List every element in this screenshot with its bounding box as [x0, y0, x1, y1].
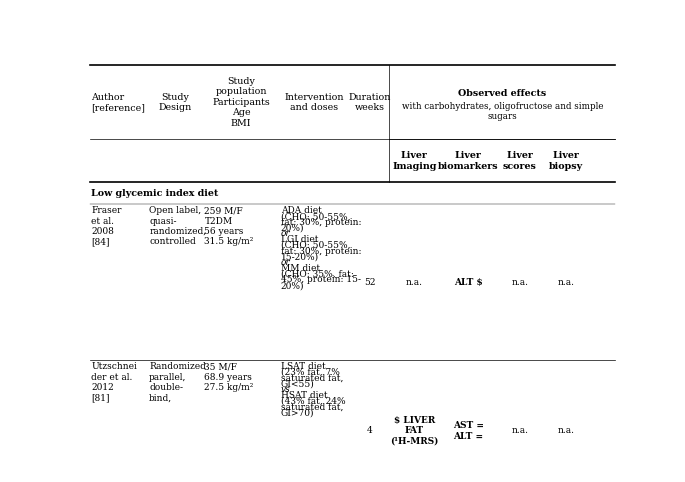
Text: 52: 52 — [364, 278, 375, 287]
Text: Intervention
and doses: Intervention and doses — [285, 93, 345, 112]
Text: Duration
weeks: Duration weeks — [349, 93, 391, 112]
Text: (CHO: 50-55%,: (CHO: 50-55%, — [281, 241, 350, 250]
Text: LGI diet: LGI diet — [281, 235, 318, 244]
Text: ADA diet: ADA diet — [281, 206, 321, 215]
Text: Liver
Imaging: Liver Imaging — [393, 151, 436, 171]
Text: n.a.: n.a. — [512, 427, 529, 435]
Text: 20%): 20%) — [281, 224, 304, 232]
Text: Liver
biopsy: Liver biopsy — [549, 151, 583, 171]
Text: 259 M/F
T2DM
56 years
31.5 kg/m²: 259 M/F T2DM 56 years 31.5 kg/m² — [204, 206, 254, 246]
Text: 45%, protein: 15-: 45%, protein: 15- — [281, 275, 361, 284]
Text: n.a.: n.a. — [558, 427, 574, 435]
Text: 4: 4 — [367, 427, 373, 435]
Text: $ LIVER
FAT
(¹H-MRS): $ LIVER FAT (¹H-MRS) — [390, 416, 438, 446]
Text: MM diet: MM diet — [281, 264, 320, 273]
Text: Study
population
Participants
Age
BMI: Study population Participants Age BMI — [212, 77, 270, 128]
Text: Low glycemic index diet: Low glycemic index diet — [92, 189, 219, 198]
Text: n.a.: n.a. — [512, 278, 529, 287]
Text: Observed effects: Observed effects — [458, 89, 547, 97]
Text: n.a.: n.a. — [406, 278, 423, 287]
Text: (CHO: 50-55%,: (CHO: 50-55%, — [281, 212, 350, 221]
Text: 20%): 20%) — [281, 281, 304, 290]
Text: GI>70): GI>70) — [281, 408, 314, 417]
Text: HSAT diet: HSAT diet — [281, 391, 327, 400]
Text: GI<55): GI<55) — [281, 379, 314, 388]
Text: or: or — [281, 258, 290, 267]
Text: Open label,
quasi-
randomized,
controlled: Open label, quasi- randomized, controlle… — [149, 206, 206, 246]
Text: Liver
scores: Liver scores — [503, 151, 537, 171]
Text: 15-20%): 15-20%) — [281, 252, 319, 261]
Text: (23% fat, 7%: (23% fat, 7% — [281, 368, 340, 377]
Text: with carbohydrates, oligofructose and simple
sugars: with carbohydrates, oligofructose and si… — [401, 102, 603, 121]
Text: Randomized
parallel,
double-
bind,: Randomized parallel, double- bind, — [149, 362, 206, 402]
Text: n.a.: n.a. — [558, 278, 574, 287]
Text: saturated fat,: saturated fat, — [281, 402, 343, 412]
Text: AST =
ALT =: AST = ALT = — [453, 421, 484, 441]
Text: LSAT diet: LSAT diet — [281, 362, 325, 371]
Text: Author
[reference]: Author [reference] — [92, 93, 145, 112]
Text: Liver
biomarkers: Liver biomarkers — [438, 151, 499, 171]
Text: fat: 30%, protein:: fat: 30%, protein: — [281, 247, 361, 255]
Text: 35 M/F
68.9 years
27.5 kg/m²: 35 M/F 68.9 years 27.5 kg/m² — [204, 362, 254, 392]
Text: fat: 30%, protein:: fat: 30%, protein: — [281, 218, 361, 227]
Text: or: or — [281, 229, 290, 238]
Text: ALT $: ALT $ — [454, 278, 483, 287]
Text: (43% fat, 24%: (43% fat, 24% — [281, 397, 345, 406]
Text: (CHO: 35%, fat:: (CHO: 35%, fat: — [281, 269, 353, 279]
Text: vs: vs — [281, 385, 290, 394]
Text: Utzschnei
der et al.
2012
[81]: Utzschnei der et al. 2012 [81] — [92, 362, 137, 402]
Text: Fraser
et al.
2008
[84]: Fraser et al. 2008 [84] — [92, 206, 122, 246]
Text: saturated fat,: saturated fat, — [281, 374, 343, 383]
Text: Study
Design: Study Design — [159, 93, 192, 112]
